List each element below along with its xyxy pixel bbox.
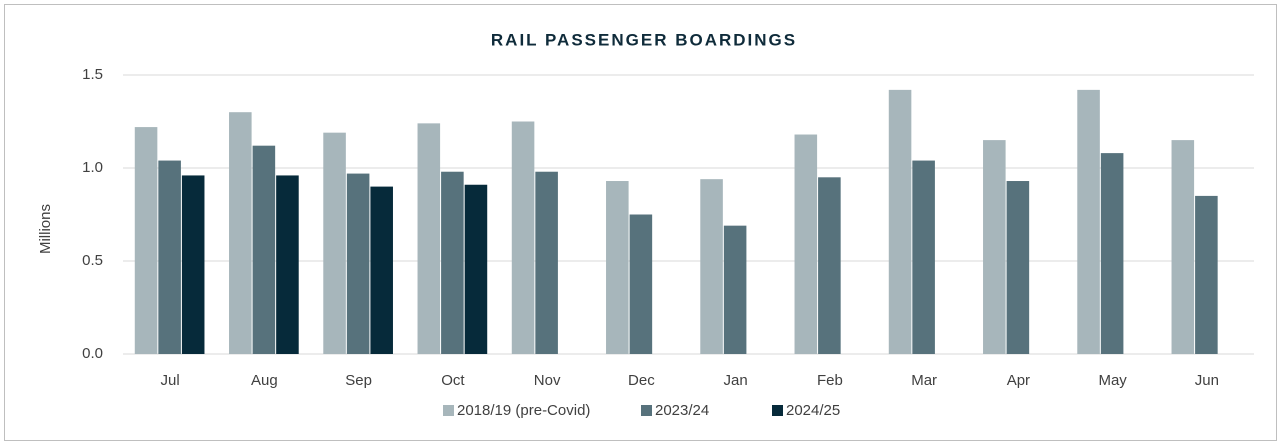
y-tick-label: 1.0 [82, 159, 103, 176]
x-tick-label: Feb [817, 372, 843, 389]
bar [1171, 140, 1195, 354]
bar [700, 179, 723, 354]
bar [606, 181, 629, 354]
x-tick-label: Aug [251, 372, 278, 389]
bar [1195, 195, 1218, 354]
bar [723, 225, 747, 354]
legend-swatch [641, 405, 652, 416]
y-tick-label: 0.5 [82, 252, 103, 269]
chart-title: RAIL PASSENGER BOARDINGS [491, 30, 797, 49]
bar [1100, 153, 1124, 354]
x-tick-label: Jun [1195, 372, 1219, 389]
bar [888, 89, 912, 354]
legend-swatch [772, 405, 783, 416]
bar [158, 160, 181, 354]
x-tick-label: Dec [628, 372, 655, 389]
legend-swatch [443, 405, 454, 416]
bar [252, 145, 276, 354]
bar [464, 184, 488, 354]
legend-label: 2023/24 [655, 402, 709, 419]
bar [1006, 181, 1030, 354]
y-tick-label: 0.0 [82, 345, 103, 362]
legend-label: 2018/19 (pre-Covid) [457, 402, 590, 419]
bar [346, 173, 370, 354]
bar [1077, 89, 1100, 354]
bar [983, 140, 1006, 354]
bar [181, 175, 205, 354]
x-tick-label: Apr [1007, 372, 1030, 389]
legend-label: 2024/25 [786, 402, 840, 419]
x-tick-label: Oct [441, 372, 465, 389]
x-tick-label: Mar [911, 372, 937, 389]
x-tick-label: Nov [534, 372, 561, 389]
bar [912, 160, 935, 354]
bar [511, 121, 535, 354]
bar [794, 134, 818, 354]
x-tick-label: May [1098, 372, 1127, 389]
bar [276, 175, 299, 354]
y-tick-label: 1.5 [82, 66, 103, 83]
bar [323, 132, 346, 354]
bar [629, 214, 653, 354]
bar [441, 171, 464, 354]
x-tick-label: Sep [345, 372, 372, 389]
bar [417, 123, 441, 354]
x-tick-label: Jan [724, 372, 748, 389]
x-tick-label: Jul [161, 372, 180, 389]
bar [134, 127, 158, 354]
bar [818, 177, 841, 354]
bar [370, 186, 393, 354]
bar [229, 112, 252, 354]
y-axis-label: Millions [37, 204, 54, 254]
bar [535, 171, 558, 354]
